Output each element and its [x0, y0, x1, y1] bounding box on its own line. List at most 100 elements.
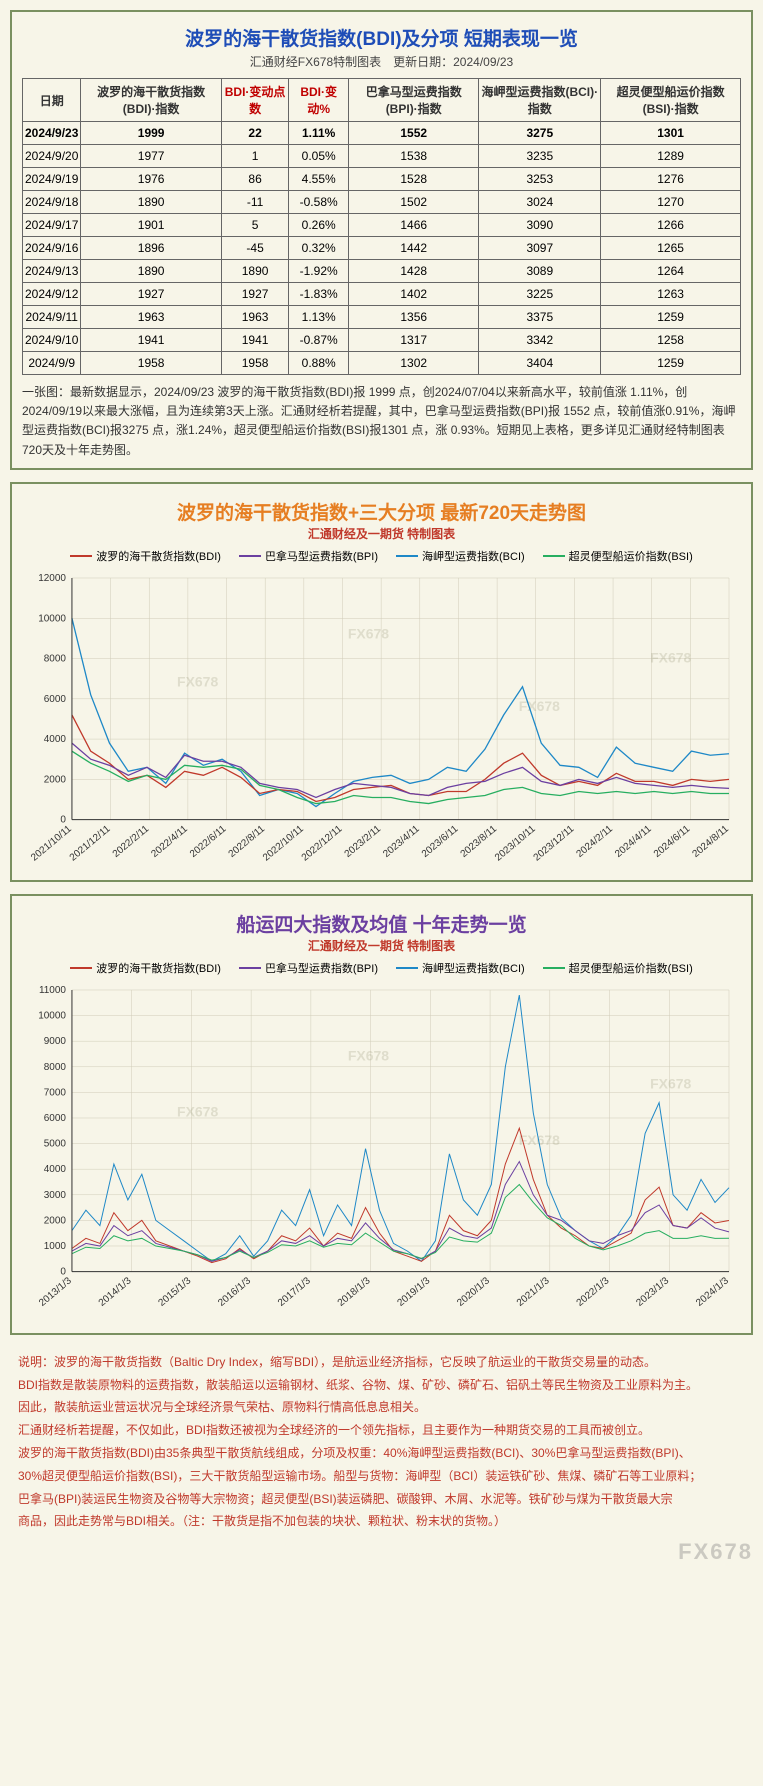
svg-text:10000: 10000: [38, 613, 66, 624]
description-line: 30%超灵便型船运价指数(BSI)，三大干散货船型运输市场。船型与货物：海岬型（…: [18, 1465, 745, 1488]
svg-text:2014/1/3: 2014/1/3: [97, 1275, 134, 1309]
svg-text:2023/2/11: 2023/2/11: [343, 823, 384, 860]
svg-text:2023/1/3: 2023/1/3: [634, 1275, 671, 1309]
svg-text:2023/10/11: 2023/10/11: [493, 823, 538, 863]
svg-text:10000: 10000: [38, 1011, 66, 1022]
legend-item: 巴拿马型运费指数(BPI): [239, 960, 378, 976]
legend-swatch: [239, 967, 261, 969]
svg-text:FX678: FX678: [519, 698, 560, 714]
svg-text:2013/1/3: 2013/1/3: [37, 1275, 74, 1309]
svg-text:9000: 9000: [44, 1037, 67, 1048]
chart720-title: 波罗的海干散货指数+三大分项 最新720天走势图: [22, 498, 741, 525]
table-row: 2024/9/181890-11-0.58%150230241270: [23, 191, 741, 214]
chart720-legend: 波罗的海干散货指数(BDI) 巴拿马型运费指数(BPI) 海岬型运费指数(BCI) 超…: [22, 548, 741, 564]
svg-text:4000: 4000: [44, 1165, 67, 1176]
svg-text:7000: 7000: [44, 1088, 67, 1099]
chart-10y-panel: 船运四大指数及均值 十年走势一览 汇通财经及一期货 特制图表 波罗的海干散货指数…: [10, 894, 753, 1335]
description-line: 汇通财经析若提醒，不仅如此，BDI指数还被视为全球经济的一个领先指标，且主要作为…: [18, 1419, 745, 1442]
col-header: 超灵便型船运价指数(BSI)·指数: [601, 79, 741, 122]
watermark-footer: FX678: [10, 1539, 753, 1565]
svg-text:2021/1/3: 2021/1/3: [515, 1275, 552, 1309]
svg-text:FX678: FX678: [348, 625, 389, 641]
description-line: 商品，因此走势常与BDI相关。（注：干散货是指不加包装的块状、颗粒状、粉末状的货…: [18, 1510, 745, 1533]
table-panel: 波罗的海干散货指数(BDI)及分项 短期表现一览 汇通财经FX678特制图表 更…: [10, 10, 753, 470]
col-header: 巴拿马型运费指数(BPI)·指数: [348, 79, 478, 122]
svg-text:2018/1/3: 2018/1/3: [336, 1275, 373, 1309]
legend-label: 海岬型运费指数(BCI): [422, 548, 525, 564]
svg-text:2024/6/11: 2024/6/11: [652, 823, 693, 860]
legend-item: 波罗的海干散货指数(BDI): [70, 960, 221, 976]
svg-text:3000: 3000: [44, 1190, 67, 1201]
legend-item: 超灵便型船运价指数(BSI): [543, 960, 693, 976]
chart10y-svg: 0100020003000400050006000700080009000100…: [22, 980, 741, 1320]
svg-text:2021/10/11: 2021/10/11: [29, 823, 74, 863]
svg-text:8000: 8000: [44, 653, 67, 664]
table-row: 2024/9/161896-450.32%144230971265: [23, 237, 741, 260]
svg-text:2022/6/11: 2022/6/11: [188, 823, 229, 860]
svg-text:2024/2/11: 2024/2/11: [575, 823, 616, 860]
table-row: 2024/9/17190150.26%146630901266: [23, 214, 741, 237]
svg-text:FX678: FX678: [177, 1104, 218, 1120]
svg-text:2015/1/3: 2015/1/3: [157, 1275, 194, 1309]
description-line: 波罗的海干散货指数(BDI)由35条典型干散货航线组成，分项及权重：40%海岬型…: [18, 1442, 745, 1465]
svg-text:2022/1/3: 2022/1/3: [575, 1275, 612, 1309]
legend-swatch: [70, 555, 92, 557]
svg-text:2021/12/11: 2021/12/11: [68, 823, 113, 863]
legend-label: 波罗的海干散货指数(BDI): [96, 548, 221, 564]
svg-text:11000: 11000: [39, 985, 66, 996]
description-line: 巴拿马(BPI)装运民生物资及谷物等大宗物资；超灵便型(BSI)装运磷肥、碳酸钾…: [18, 1488, 745, 1511]
table-row: 2024/9/1318901890-1.92%142830891264: [23, 260, 741, 283]
svg-text:2017/1/3: 2017/1/3: [276, 1275, 313, 1309]
legend-swatch: [70, 967, 92, 969]
svg-text:4000: 4000: [44, 734, 67, 745]
legend-label: 海岬型运费指数(BCI): [422, 960, 525, 976]
svg-text:6000: 6000: [44, 1113, 67, 1124]
legend-swatch: [396, 555, 418, 557]
description-line: BDI指数是散装原物料的运费指数，散装船运以运输钢材、纸浆、谷物、煤、矿砂、磷矿…: [18, 1374, 745, 1397]
svg-text:FX678: FX678: [650, 1076, 691, 1092]
svg-text:2022/4/11: 2022/4/11: [149, 823, 190, 860]
svg-text:2024/1/3: 2024/1/3: [694, 1275, 731, 1309]
svg-text:1000: 1000: [44, 1241, 67, 1252]
table-row: 2024/9/231999221.11%155232751301: [23, 122, 741, 145]
svg-text:5000: 5000: [44, 1139, 67, 1150]
legend-swatch: [543, 967, 565, 969]
svg-text:2022/12/11: 2022/12/11: [300, 823, 345, 863]
description-line: 因此，散装航运业营运状况与全球经济景气荣枯、原物料行情高低息息相关。: [18, 1396, 745, 1419]
svg-text:FX678: FX678: [177, 673, 218, 689]
legend-item: 超灵便型船运价指数(BSI): [543, 548, 693, 564]
description-line: 说明：波罗的海干散货指数（Baltic Dry Index，缩写BDI），是航运…: [18, 1351, 745, 1374]
svg-text:2022/2/11: 2022/2/11: [111, 823, 152, 860]
table-title: 波罗的海干散货指数(BDI)及分项 短期表现一览: [22, 24, 741, 51]
svg-text:12000: 12000: [38, 573, 66, 584]
legend-item: 巴拿马型运费指数(BPI): [239, 548, 378, 564]
chart720-svg: 0200040006000800010000120002021/10/11202…: [22, 568, 741, 868]
legend-label: 巴拿马型运费指数(BPI): [265, 548, 378, 564]
table-subtitle: 汇通财经FX678特制图表 更新日期：2024/09/23: [22, 53, 741, 70]
bdi-data-table: 日期波罗的海干散货指数(BDI)·指数BDI·变动点数BDI·变动%巴拿马型运费…: [22, 78, 741, 375]
col-header: BDI·变动点数: [221, 79, 289, 122]
svg-text:FX678: FX678: [348, 1048, 389, 1064]
svg-text:6000: 6000: [44, 694, 67, 705]
legend-item: 波罗的海干散货指数(BDI): [70, 548, 221, 564]
col-header: BDI·变动%: [289, 79, 349, 122]
legend-label: 超灵便型船运价指数(BSI): [569, 960, 693, 976]
legend-swatch: [543, 555, 565, 557]
svg-text:8000: 8000: [44, 1062, 67, 1073]
table-row: 2024/9/1019411941-0.87%131733421258: [23, 329, 741, 352]
table-row: 2024/9/20197710.05%153832351289: [23, 145, 741, 168]
col-header: 海岬型运费指数(BCI)·指数: [479, 79, 601, 122]
chart10y-title: 船运四大指数及均值 十年走势一览: [22, 910, 741, 937]
svg-text:2024/4/11: 2024/4/11: [613, 823, 654, 860]
col-header: 波罗的海干散货指数(BDI)·指数: [81, 79, 221, 122]
svg-text:2016/1/3: 2016/1/3: [216, 1275, 253, 1309]
svg-text:2023/12/11: 2023/12/11: [532, 823, 577, 863]
svg-text:2022/10/11: 2022/10/11: [261, 823, 306, 863]
table-footnote: 一张图：最新数据显示，2024/09/23 波罗的海干散货指数(BDI)报 19…: [22, 383, 741, 460]
svg-text:2023/4/11: 2023/4/11: [381, 823, 422, 860]
svg-text:FX678: FX678: [650, 649, 691, 665]
svg-text:2019/1/3: 2019/1/3: [395, 1275, 432, 1309]
chart10y-legend: 波罗的海干散货指数(BDI) 巴拿马型运费指数(BPI) 海岬型运费指数(BCI) 超…: [22, 960, 741, 976]
table-row: 2024/9/191976864.55%152832531276: [23, 168, 741, 191]
description-block: 说明：波罗的海干散货指数（Baltic Dry Index，缩写BDI），是航运…: [10, 1347, 753, 1545]
